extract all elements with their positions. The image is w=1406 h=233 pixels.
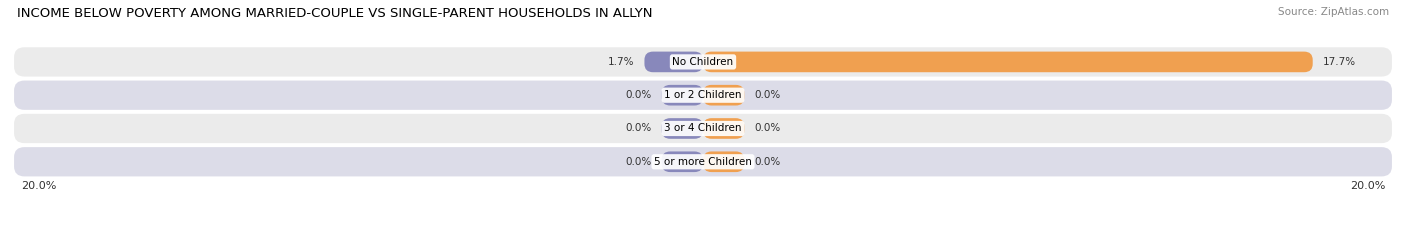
FancyBboxPatch shape <box>662 118 703 139</box>
Text: 3 or 4 Children: 3 or 4 Children <box>664 123 742 134</box>
FancyBboxPatch shape <box>662 151 703 172</box>
FancyBboxPatch shape <box>14 81 1392 110</box>
FancyBboxPatch shape <box>14 147 1392 176</box>
Text: 20.0%: 20.0% <box>21 181 56 191</box>
Text: Source: ZipAtlas.com: Source: ZipAtlas.com <box>1278 7 1389 17</box>
Text: No Children: No Children <box>672 57 734 67</box>
Text: 20.0%: 20.0% <box>1350 181 1385 191</box>
Text: 5 or more Children: 5 or more Children <box>654 157 752 167</box>
Text: 0.0%: 0.0% <box>626 123 651 134</box>
FancyBboxPatch shape <box>662 85 703 106</box>
FancyBboxPatch shape <box>703 51 1313 72</box>
FancyBboxPatch shape <box>644 51 703 72</box>
Text: 0.0%: 0.0% <box>626 90 651 100</box>
Text: 0.0%: 0.0% <box>755 157 780 167</box>
FancyBboxPatch shape <box>703 85 744 106</box>
Text: 0.0%: 0.0% <box>755 123 780 134</box>
Text: 1 or 2 Children: 1 or 2 Children <box>664 90 742 100</box>
FancyBboxPatch shape <box>14 47 1392 77</box>
Text: 17.7%: 17.7% <box>1323 57 1357 67</box>
Text: INCOME BELOW POVERTY AMONG MARRIED-COUPLE VS SINGLE-PARENT HOUSEHOLDS IN ALLYN: INCOME BELOW POVERTY AMONG MARRIED-COUPL… <box>17 7 652 20</box>
Text: 0.0%: 0.0% <box>755 90 780 100</box>
Legend: Married Couples, Single Parents: Married Couples, Single Parents <box>591 230 815 233</box>
Text: 0.0%: 0.0% <box>626 157 651 167</box>
FancyBboxPatch shape <box>703 151 744 172</box>
FancyBboxPatch shape <box>14 114 1392 143</box>
FancyBboxPatch shape <box>703 118 744 139</box>
Text: 1.7%: 1.7% <box>607 57 634 67</box>
